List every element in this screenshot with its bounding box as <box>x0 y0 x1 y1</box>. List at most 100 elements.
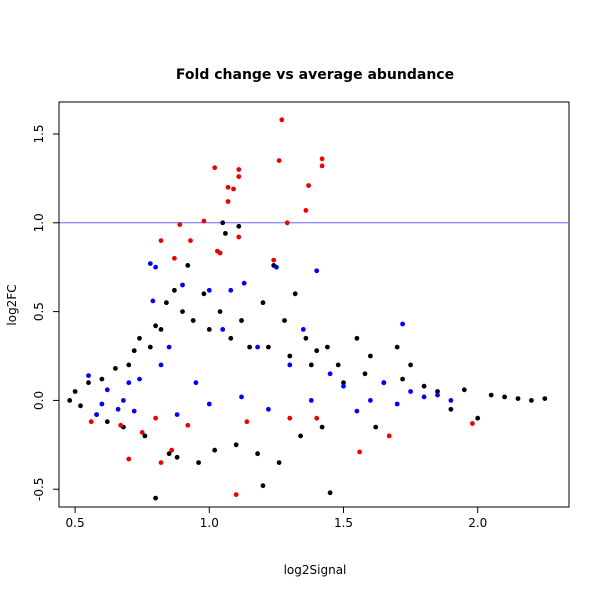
data-point <box>306 183 311 188</box>
data-point <box>319 163 325 169</box>
data-point <box>255 344 260 350</box>
data-point <box>400 376 405 382</box>
data-point <box>260 483 266 489</box>
data-point <box>354 408 360 414</box>
x-axis-label: log2Signal <box>284 563 347 577</box>
data-point <box>266 344 271 350</box>
data-point <box>282 318 287 323</box>
data-point <box>94 412 99 417</box>
data-point <box>341 383 346 389</box>
data-point <box>153 495 159 501</box>
data-point <box>172 287 177 293</box>
data-point <box>287 353 293 359</box>
data-point <box>276 158 282 164</box>
data-point <box>118 422 124 428</box>
data-point <box>239 394 244 400</box>
x-tick-label: 1.5 <box>334 516 353 530</box>
data-point <box>314 268 320 274</box>
data-point <box>421 394 427 400</box>
data-point <box>400 321 405 327</box>
data-point <box>217 309 223 314</box>
data-point <box>115 406 121 412</box>
data-point <box>255 451 260 457</box>
data-point <box>174 454 180 460</box>
data-point <box>260 300 266 306</box>
data-point <box>327 490 333 496</box>
data-point <box>220 220 226 226</box>
data-point <box>408 389 413 394</box>
data-point <box>292 291 298 297</box>
data-point <box>228 335 234 341</box>
data-point <box>327 371 333 377</box>
data-point <box>335 362 341 368</box>
data-point <box>421 383 427 389</box>
data-point <box>373 424 379 430</box>
data-point <box>233 492 239 497</box>
y-tick-label: 1.0 <box>32 213 46 232</box>
data-point <box>180 309 185 314</box>
data-point <box>284 220 290 226</box>
data-point <box>126 456 132 462</box>
data-point <box>529 398 534 403</box>
data-point <box>86 380 91 386</box>
x-axis: 0.5 1.0 1.5 2.0 <box>66 506 487 530</box>
data-point <box>314 348 320 354</box>
data-point <box>201 218 207 224</box>
data-point <box>341 380 346 386</box>
data-point <box>147 261 153 266</box>
data-point <box>212 165 218 171</box>
data-point <box>239 318 244 323</box>
data-point <box>357 449 362 455</box>
data-point <box>236 174 242 180</box>
data-point <box>212 447 218 453</box>
data-point <box>206 287 212 293</box>
x-tick-label: 2.0 <box>468 516 487 530</box>
data-point <box>72 389 78 394</box>
data-point <box>308 362 314 368</box>
data-point <box>303 335 309 341</box>
data-point <box>158 460 164 465</box>
data-point <box>266 406 271 412</box>
data-point <box>169 447 175 453</box>
data-point <box>279 117 285 123</box>
data-point <box>78 403 83 409</box>
data-point <box>448 398 454 403</box>
data-point <box>325 344 330 350</box>
data-point <box>126 362 132 368</box>
data-point <box>303 208 309 213</box>
data-point <box>88 419 94 425</box>
data-point <box>223 231 228 236</box>
data-point <box>113 366 118 371</box>
data-point <box>228 287 234 293</box>
data-point <box>180 282 185 288</box>
data-point <box>408 362 413 368</box>
data-point <box>475 415 481 421</box>
data-point <box>381 380 387 386</box>
data-point <box>236 167 242 172</box>
data-point <box>488 392 494 398</box>
data-point <box>368 398 373 403</box>
data-point <box>298 433 303 439</box>
data-point <box>153 264 159 270</box>
data-point <box>86 373 91 378</box>
data-point <box>394 401 400 407</box>
data-point <box>126 380 132 386</box>
x-tick-label: 1.0 <box>200 516 219 530</box>
data-point <box>153 323 159 329</box>
data-point <box>287 415 293 421</box>
data-point <box>139 430 145 435</box>
data-points <box>67 117 548 501</box>
data-point <box>225 184 231 190</box>
data-point <box>241 280 247 286</box>
data-point <box>368 353 373 359</box>
data-point <box>247 344 253 350</box>
data-point <box>231 186 236 192</box>
data-point <box>142 433 148 439</box>
data-point <box>121 398 126 403</box>
data-point <box>158 238 164 244</box>
data-point <box>172 255 177 261</box>
data-point <box>201 291 207 297</box>
data-point <box>314 415 320 421</box>
